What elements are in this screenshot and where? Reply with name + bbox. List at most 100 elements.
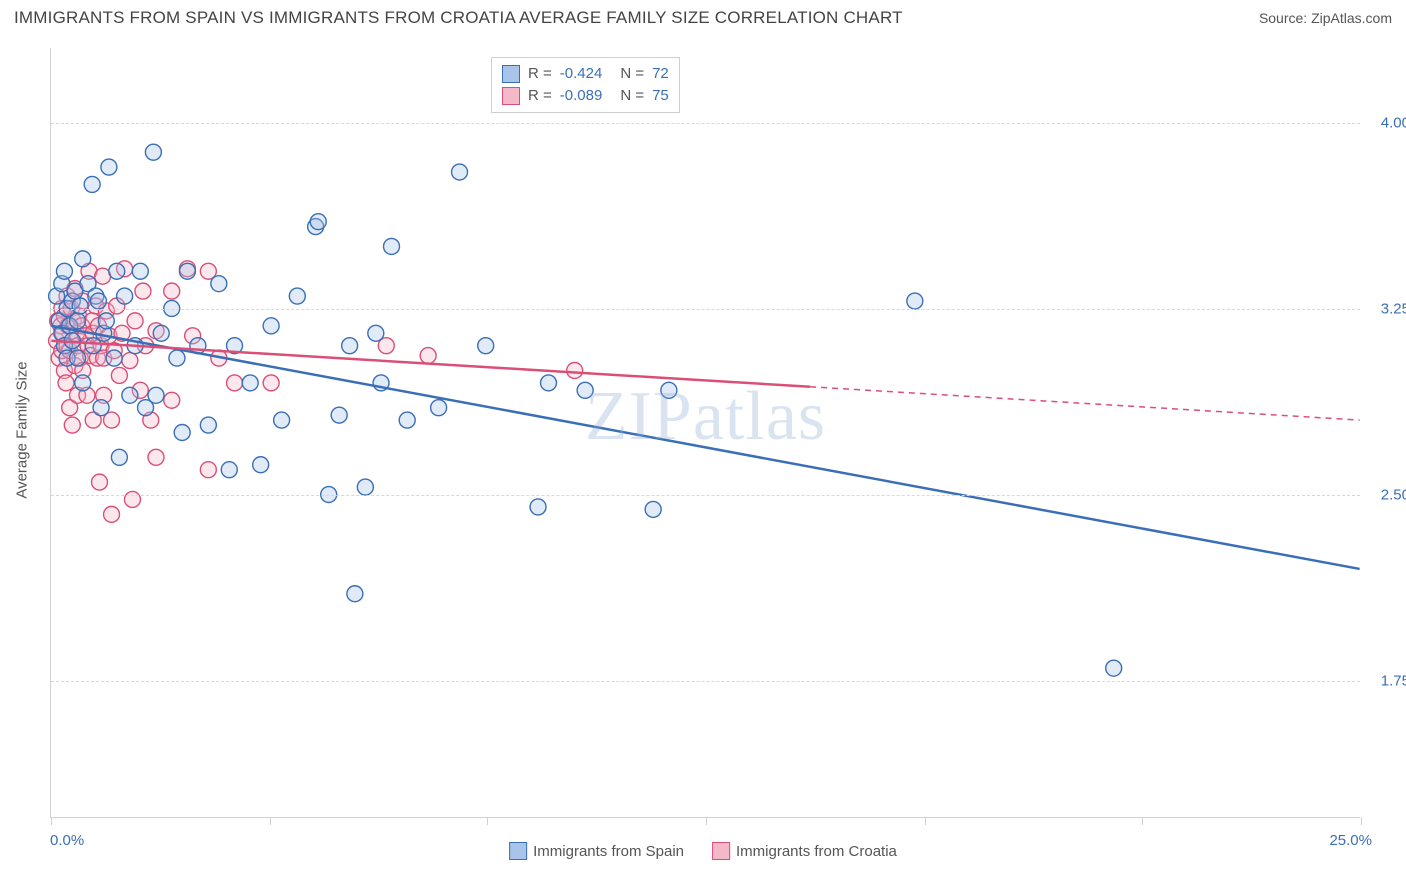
data-point: [384, 238, 400, 254]
x-tick: [1142, 817, 1143, 825]
data-point: [101, 159, 117, 175]
legend-item: Immigrants from Spain: [509, 842, 684, 860]
chart-plot-area: ZIPatlas R = -0.424N = 72R = -0.089N = 7…: [50, 48, 1360, 818]
data-point: [399, 412, 415, 428]
stats-n-label: N =: [620, 63, 644, 85]
data-point: [98, 313, 114, 329]
data-point: [541, 375, 557, 391]
stats-n-value: 75: [652, 85, 669, 107]
data-point: [84, 176, 100, 192]
x-axis-max-label: 25.0%: [1329, 832, 1372, 849]
y-tick-label: 3.25: [1366, 300, 1406, 317]
data-point: [431, 400, 447, 416]
data-point: [122, 353, 138, 369]
gridline: [51, 681, 1360, 682]
legend-label: Immigrants from Spain: [533, 843, 684, 860]
x-tick: [925, 817, 926, 825]
x-axis-min-label: 0.0%: [50, 832, 84, 849]
regression-line-extrapolated: [810, 387, 1359, 420]
chart-title: IMMIGRANTS FROM SPAIN VS IMMIGRANTS FROM…: [14, 8, 903, 28]
data-point: [109, 263, 125, 279]
data-point: [368, 325, 384, 341]
legend-label: Immigrants from Croatia: [736, 843, 897, 860]
data-point: [200, 417, 216, 433]
data-point: [93, 400, 109, 416]
data-point: [357, 479, 373, 495]
gridline: [51, 123, 1360, 124]
scatter-svg: [51, 48, 1360, 817]
bottom-legend: Immigrants from Spain Immigrants from Cro…: [509, 842, 897, 860]
data-point: [567, 362, 583, 378]
stats-r-label: R =: [528, 63, 552, 85]
data-point: [577, 382, 593, 398]
data-point: [145, 144, 161, 160]
data-point: [75, 375, 91, 391]
data-point: [331, 407, 347, 423]
gridline: [51, 495, 1360, 496]
stats-row: R = -0.089N = 75: [502, 85, 669, 107]
data-point: [56, 263, 72, 279]
stats-n-label: N =: [620, 85, 644, 107]
data-point: [263, 318, 279, 334]
legend-swatch: [509, 842, 527, 860]
x-tick: [1361, 817, 1362, 825]
data-point: [478, 338, 494, 354]
y-tick-label: 4.00: [1366, 114, 1406, 131]
data-point: [179, 263, 195, 279]
data-point: [342, 338, 358, 354]
data-point: [106, 350, 122, 366]
data-point: [122, 387, 138, 403]
data-point: [274, 412, 290, 428]
stats-r-value: -0.424: [560, 63, 603, 85]
x-tick: [270, 817, 271, 825]
data-point: [452, 164, 468, 180]
data-point: [75, 251, 91, 267]
x-tick: [487, 817, 488, 825]
data-point: [347, 586, 363, 602]
y-axis-title: Average Family Size: [14, 361, 31, 498]
data-point: [645, 501, 661, 517]
data-point: [111, 449, 127, 465]
stats-row: R = -0.424 N = 72: [502, 63, 669, 85]
data-point: [1106, 660, 1122, 676]
y-tick-label: 2.50: [1366, 487, 1406, 504]
legend-item: Immigrants from Croatia: [712, 842, 897, 860]
data-point: [174, 425, 190, 441]
data-point: [289, 288, 305, 304]
data-point: [530, 499, 546, 515]
data-point: [164, 283, 180, 299]
data-point: [227, 375, 243, 391]
data-point: [169, 350, 185, 366]
data-point: [263, 375, 279, 391]
x-tick: [51, 817, 52, 825]
x-tick: [706, 817, 707, 825]
data-point: [907, 293, 923, 309]
data-point: [148, 449, 164, 465]
data-point: [124, 491, 140, 507]
data-point: [117, 288, 133, 304]
stats-r-label: R =: [528, 85, 552, 107]
data-point: [72, 298, 88, 314]
data-point: [200, 462, 216, 478]
data-point: [420, 348, 436, 364]
correlation-stats-box: R = -0.424 N = 72R = -0.089N = 75: [491, 57, 680, 113]
data-point: [90, 293, 106, 309]
data-point: [70, 313, 86, 329]
data-point: [211, 276, 227, 292]
source-label: Source: ZipAtlas.com: [1259, 10, 1392, 26]
data-point: [148, 387, 164, 403]
data-point: [92, 474, 108, 490]
data-point: [132, 263, 148, 279]
regression-line: [51, 326, 1359, 569]
legend-swatch: [502, 87, 520, 105]
data-point: [164, 392, 180, 408]
data-point: [111, 367, 127, 383]
y-tick-label: 1.75: [1366, 673, 1406, 690]
data-point: [104, 506, 120, 522]
stats-n-value: 72: [652, 63, 669, 85]
data-point: [661, 382, 677, 398]
data-point: [153, 325, 169, 341]
data-point: [64, 417, 80, 433]
data-point: [58, 375, 74, 391]
data-point: [135, 283, 151, 299]
